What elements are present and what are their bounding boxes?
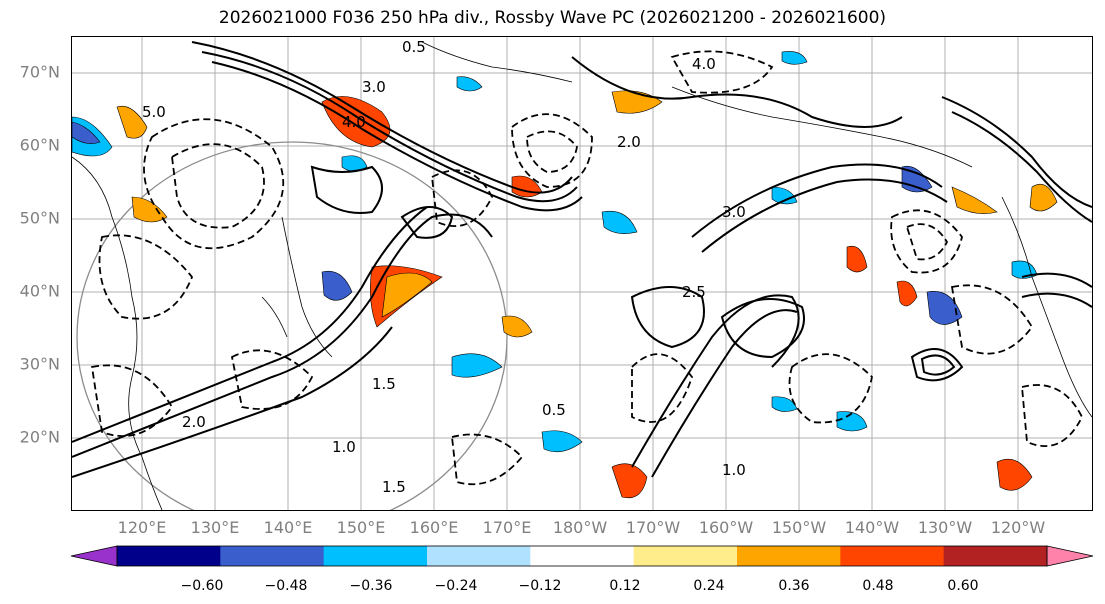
contour-label: 2.0	[182, 413, 206, 431]
contour-label: 3.0	[722, 203, 746, 221]
colorbar-swatch	[427, 546, 531, 566]
contour-label: 0.5	[402, 38, 426, 56]
colorbar-tick-label: −0.12	[518, 578, 562, 594]
colorbar-tick-label: 0.60	[947, 578, 979, 594]
lat-label-30n: 30°N	[19, 354, 60, 374]
lon-label-170w: 170°W	[625, 518, 681, 537]
contour-label: 0.5	[542, 401, 566, 419]
contour-label: 1.0	[332, 438, 356, 456]
lon-label-150e: 150°E	[336, 518, 386, 537]
lon-label-140e: 140°E	[263, 518, 313, 537]
colorbar-tick-label: 0.36	[778, 578, 810, 594]
lon-label-160w: 160°W	[698, 518, 754, 537]
gridlines	[72, 37, 1092, 510]
lon-label-120e: 120°E	[117, 518, 167, 537]
colorbar-tick-label: −0.60	[180, 578, 224, 594]
lat-label-60n: 60°N	[19, 135, 60, 155]
colorbar-swatch	[530, 546, 635, 566]
coastlines	[72, 41, 1092, 510]
lat-label-40n: 40°N	[19, 281, 60, 301]
colorbar-outline	[116, 545, 1048, 567]
lon-label-180w: 180°W	[552, 518, 608, 537]
shaded-divergence	[72, 51, 1058, 499]
colorbar-tick-label: 0.12	[609, 578, 641, 594]
colorbar-swatch	[737, 546, 841, 566]
contour-label: 2.5	[682, 283, 706, 301]
solid-contours	[72, 41, 1092, 478]
colorbar-tick-label: −0.48	[264, 578, 308, 594]
colorbar-swatch	[1046, 545, 1094, 567]
colorbar-tick-label: −0.24	[434, 578, 478, 594]
contour-label: 1.5	[372, 375, 396, 393]
contour-label: 5.0	[142, 103, 166, 121]
colorbar-swatch	[633, 546, 738, 566]
colorbar-swatch	[70, 545, 118, 567]
lon-label-140w: 140°W	[844, 518, 900, 537]
contour-label: 3.0	[362, 78, 386, 96]
colorbar-swatch	[117, 546, 221, 566]
colorbar-tick-label: −0.36	[349, 578, 393, 594]
colorbar	[70, 545, 1094, 567]
contour-label: 1.5	[382, 478, 406, 496]
colorbar-swatch	[943, 546, 1048, 566]
chart-title: 2026021000 F036 250 hPa div., Rossby Wav…	[218, 8, 887, 28]
map-panel: 0.5 4.0 3.0 2.0 1.5 1.0 2.5 0.5 1.0 2.0 …	[71, 36, 1093, 511]
lon-label-150w: 150°W	[771, 518, 827, 537]
lon-label-130e: 130°E	[190, 518, 240, 537]
contour-label: 4.0	[692, 55, 716, 73]
lon-label-160e: 160°E	[409, 518, 459, 537]
lon-label-120w: 120°W	[990, 518, 1046, 537]
colorbar-swatches	[70, 545, 1094, 567]
lat-label-70n: 70°N	[19, 62, 60, 82]
colorbar-tick-label: 0.48	[862, 578, 894, 594]
lon-label-170e: 170°E	[482, 518, 532, 537]
contour-label: 2.0	[617, 133, 641, 151]
contour-label: 4.0	[342, 113, 366, 131]
lon-label-130w: 130°W	[917, 518, 973, 537]
colorbar-swatch	[220, 546, 325, 566]
lat-label-20n: 20°N	[19, 427, 60, 447]
colorbar-swatch	[840, 546, 945, 566]
contour-label: 1.0	[722, 461, 746, 479]
contour-labels: 0.5 4.0 3.0 2.0 1.5 1.0 2.5 0.5 1.0 2.0 …	[142, 38, 746, 496]
map-canvas: 0.5 4.0 3.0 2.0 1.5 1.0 2.5 0.5 1.0 2.0 …	[72, 37, 1092, 510]
range-circle	[76, 141, 508, 510]
colorbar-tick-label: 0.24	[693, 578, 725, 594]
dashed-contours	[90, 50, 1084, 486]
colorbar-swatch	[323, 546, 428, 566]
lat-label-50n: 50°N	[19, 208, 60, 228]
